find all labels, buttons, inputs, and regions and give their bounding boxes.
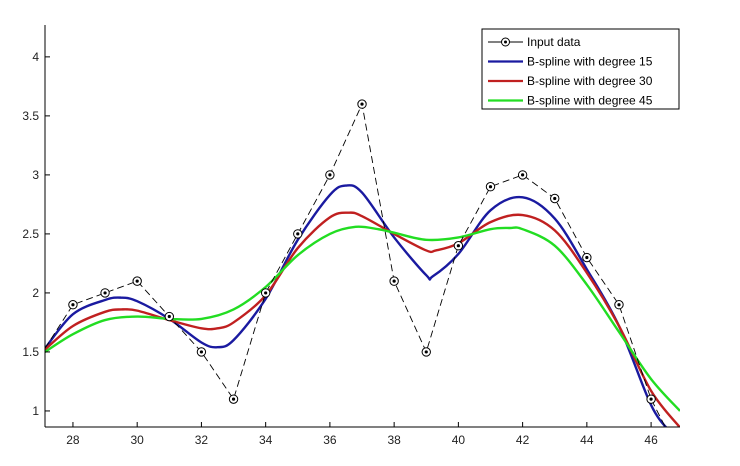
legend-label: B-spline with degree 30 [527, 74, 653, 88]
input-data-marker [389, 276, 399, 286]
x-tick-label: 40 [452, 433, 466, 447]
legend-item: B-spline with degree 15 [488, 55, 653, 69]
x-tick-label: 32 [195, 433, 209, 447]
legend-label: Input data [527, 35, 581, 49]
series-layer [45, 99, 680, 427]
input-data-marker [550, 193, 560, 204]
x-tick-label: 30 [131, 433, 145, 447]
x-tick-label: 36 [323, 433, 337, 447]
input-data-marker [293, 229, 303, 239]
series-line-degree-45 [45, 225, 680, 412]
x-tick-label: 46 [644, 433, 658, 447]
input-data-marker [196, 347, 207, 357]
series-line-degree-30 [45, 211, 680, 427]
input-data-marker [357, 99, 367, 109]
input-data-marker [68, 300, 78, 310]
y-tick-label: 4 [32, 50, 39, 64]
y-tick-label: 1.5 [22, 345, 39, 359]
input-data-marker [453, 241, 464, 251]
input-data-marker [614, 300, 624, 310]
x-tick-label: 42 [516, 433, 530, 447]
input-data-marker [100, 288, 110, 298]
axes: 28 30 32 34 36 38 40 42 44 46 1 1.5 2 2.5 3 3.5 4 [22, 25, 680, 447]
legend-item: B-spline with degree 45 [488, 94, 653, 108]
x-tick-label: 28 [66, 433, 80, 447]
input-data-marker [164, 311, 175, 322]
x-tick-label: 34 [259, 433, 273, 447]
x-tick-label: 44 [580, 433, 594, 447]
input-data-marker [325, 170, 335, 180]
legend-item: Input data [488, 35, 581, 49]
input-data-marker [421, 347, 431, 357]
legend-item: B-spline with degree 30 [488, 74, 653, 88]
legend: Input data B-spline with degree 15 B-splin… [481, 28, 680, 110]
y-tick-label: 2.5 [22, 227, 39, 241]
y-tick-label: 1 [32, 404, 39, 418]
series-line-degree-15 [45, 184, 668, 427]
input-data-marker [228, 394, 239, 404]
legend-label: B-spline with degree 15 [527, 55, 653, 69]
y-tick-label: 3 [32, 168, 39, 182]
input-data-marker [260, 288, 271, 298]
x-tick-label: 38 [387, 433, 401, 447]
input-data-marker [517, 170, 528, 180]
input-data-marker [132, 276, 142, 286]
input-data-marker [582, 252, 592, 263]
y-tick-label: 2 [32, 286, 39, 300]
input-data-marker [485, 181, 496, 192]
input-data-marker [646, 394, 656, 404]
legend-label: B-spline with degree 45 [527, 94, 653, 108]
y-tick-label: 3.5 [22, 109, 39, 123]
